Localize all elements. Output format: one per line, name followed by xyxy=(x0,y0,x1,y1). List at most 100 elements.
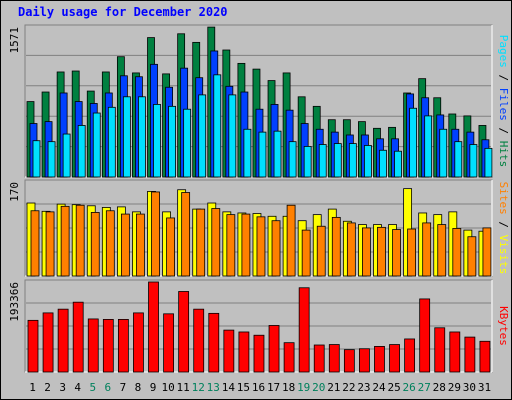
sites-bar xyxy=(30,210,40,277)
hits-files-pages-legend-part: Files xyxy=(497,88,510,121)
kbytes-bar xyxy=(313,344,325,373)
visits-sites-legend-part: / xyxy=(497,215,510,235)
pages-bar xyxy=(303,146,312,178)
kbytes-bar xyxy=(223,329,235,373)
visits-sites-legend-part: Sites xyxy=(497,182,510,215)
hits-files-pages-legend-part: Pages xyxy=(497,35,510,68)
kbytes-bar xyxy=(193,308,205,373)
pages-bar xyxy=(228,94,237,178)
x-tick-label: 5 xyxy=(89,381,96,394)
pages-bar xyxy=(379,149,387,178)
x-tick-label: 6 xyxy=(105,381,112,394)
x-tick-label: 26 xyxy=(403,381,416,394)
kbytes-bar xyxy=(178,291,190,373)
kbytes-bar xyxy=(464,336,476,373)
kbytes-bar xyxy=(208,312,220,373)
sites-bar xyxy=(362,227,371,277)
x-tick-label: 16 xyxy=(252,381,265,394)
sites-bar xyxy=(346,222,356,277)
pages-bar xyxy=(364,145,372,178)
x-tick-label: 22 xyxy=(342,381,355,394)
kbytes-bar xyxy=(374,346,385,373)
pages-bar xyxy=(138,96,146,178)
sites-bar xyxy=(407,228,417,277)
x-tick-label: 17 xyxy=(267,381,280,394)
hits-files-pages-legend-part: Hits xyxy=(497,141,510,168)
kbytes-bar xyxy=(298,287,310,373)
x-tick-label: 18 xyxy=(282,381,295,394)
x-tick-label: 21 xyxy=(327,381,340,394)
x-tick-label: 20 xyxy=(312,381,325,394)
kbytes-bar xyxy=(419,298,431,373)
sites-bar xyxy=(181,192,191,277)
sites-bar xyxy=(120,213,130,277)
pages-bar xyxy=(32,140,41,178)
sites-bar xyxy=(467,236,477,277)
pages-bar xyxy=(273,130,282,178)
kbytes-bar xyxy=(434,327,446,373)
sites-bar xyxy=(90,212,100,277)
kbytes-legend-part: KBytes xyxy=(497,306,510,346)
kbytes-bar xyxy=(343,349,355,373)
sites-bar xyxy=(151,191,160,277)
x-tick-label: 28 xyxy=(433,381,446,394)
x-tick-label: 24 xyxy=(372,381,386,394)
sites-bar xyxy=(105,210,115,277)
sites-bar xyxy=(377,226,386,277)
kbytes-bar xyxy=(57,308,69,373)
pages-bar xyxy=(424,115,433,178)
pages-bar xyxy=(469,144,478,178)
pages-bar xyxy=(243,128,252,178)
x-tick-label: 15 xyxy=(237,381,250,394)
kbytes-bar xyxy=(148,281,159,373)
x-tick-label: 1 xyxy=(29,381,36,394)
sites-bar xyxy=(211,208,221,277)
x-tick-label: 7 xyxy=(120,381,127,394)
kbytes-bar xyxy=(283,342,295,373)
sites-bar xyxy=(422,222,432,277)
hits-files-pages-legend-part: / xyxy=(497,68,510,88)
sites-bar xyxy=(316,225,326,277)
kbytes-bar xyxy=(268,325,280,373)
x-tick-label: 11 xyxy=(177,381,190,394)
sites-bar xyxy=(136,213,145,277)
x-tick-label: 13 xyxy=(207,381,220,394)
chart-title: Daily usage for December 2020 xyxy=(18,5,228,19)
kbytes-legend: KBytes xyxy=(497,306,510,346)
x-tick-label: 25 xyxy=(387,381,400,394)
x-tick-label: 31 xyxy=(478,381,491,394)
pages-bar xyxy=(484,147,493,178)
x-tick-label: 27 xyxy=(418,381,431,394)
pages-bar xyxy=(318,144,327,178)
pages-bar xyxy=(213,74,222,178)
kbytes-bar xyxy=(133,312,144,373)
kbytes-bar xyxy=(163,313,174,373)
kbytes-bar xyxy=(238,331,250,373)
sites-bar xyxy=(241,213,251,277)
pages-bar xyxy=(258,131,267,178)
kbytes-bar xyxy=(27,319,39,373)
pages-bar xyxy=(107,106,116,178)
sites-bar xyxy=(226,214,236,277)
kbytes-bar xyxy=(359,348,370,373)
x-tick-label: 23 xyxy=(357,381,370,394)
pages-bar xyxy=(153,104,161,178)
x-tick-label: 3 xyxy=(59,381,66,394)
pages-bar xyxy=(348,143,357,178)
sites-bar xyxy=(301,229,311,277)
pages-bar xyxy=(333,143,342,178)
sites-bar xyxy=(286,204,296,277)
sites-bar xyxy=(331,216,341,277)
pages-bar xyxy=(183,108,192,178)
pages-bar xyxy=(77,125,86,178)
sites-bar xyxy=(271,220,281,277)
kbytes-ymax-label: 193366 xyxy=(8,282,21,322)
kbytes-bar xyxy=(449,331,461,373)
hits-files-pages-legend: Pages / Files / Hits xyxy=(497,35,510,168)
x-tick-label: 2 xyxy=(44,381,51,394)
sites-bar xyxy=(392,229,401,277)
x-tick-label: 12 xyxy=(192,381,205,394)
sites-bar xyxy=(452,228,462,277)
pages-bar xyxy=(454,141,463,178)
